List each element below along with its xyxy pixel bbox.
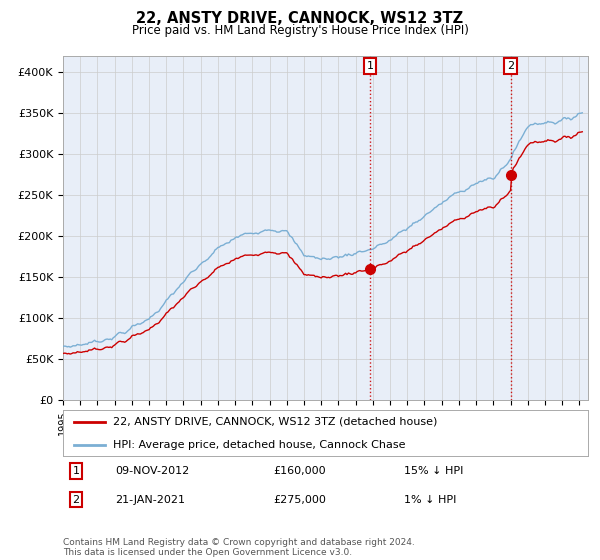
Text: 2: 2 — [73, 494, 80, 505]
Text: Contains HM Land Registry data © Crown copyright and database right 2024.
This d: Contains HM Land Registry data © Crown c… — [63, 538, 415, 557]
Text: 15% ↓ HPI: 15% ↓ HPI — [404, 466, 464, 476]
Text: Price paid vs. HM Land Registry's House Price Index (HPI): Price paid vs. HM Land Registry's House … — [131, 24, 469, 36]
Text: 1% ↓ HPI: 1% ↓ HPI — [404, 494, 457, 505]
Text: 21-JAN-2021: 21-JAN-2021 — [115, 494, 185, 505]
Text: 22, ANSTY DRIVE, CANNOCK, WS12 3TZ: 22, ANSTY DRIVE, CANNOCK, WS12 3TZ — [136, 11, 464, 26]
Text: HPI: Average price, detached house, Cannock Chase: HPI: Average price, detached house, Cann… — [113, 440, 406, 450]
Text: 2: 2 — [507, 61, 514, 71]
Text: 09-NOV-2012: 09-NOV-2012 — [115, 466, 190, 476]
Text: £275,000: £275,000 — [273, 494, 326, 505]
Text: 22, ANSTY DRIVE, CANNOCK, WS12 3TZ (detached house): 22, ANSTY DRIVE, CANNOCK, WS12 3TZ (deta… — [113, 417, 437, 427]
Text: 1: 1 — [367, 61, 373, 71]
Text: £160,000: £160,000 — [273, 466, 326, 476]
Text: 1: 1 — [73, 466, 80, 476]
